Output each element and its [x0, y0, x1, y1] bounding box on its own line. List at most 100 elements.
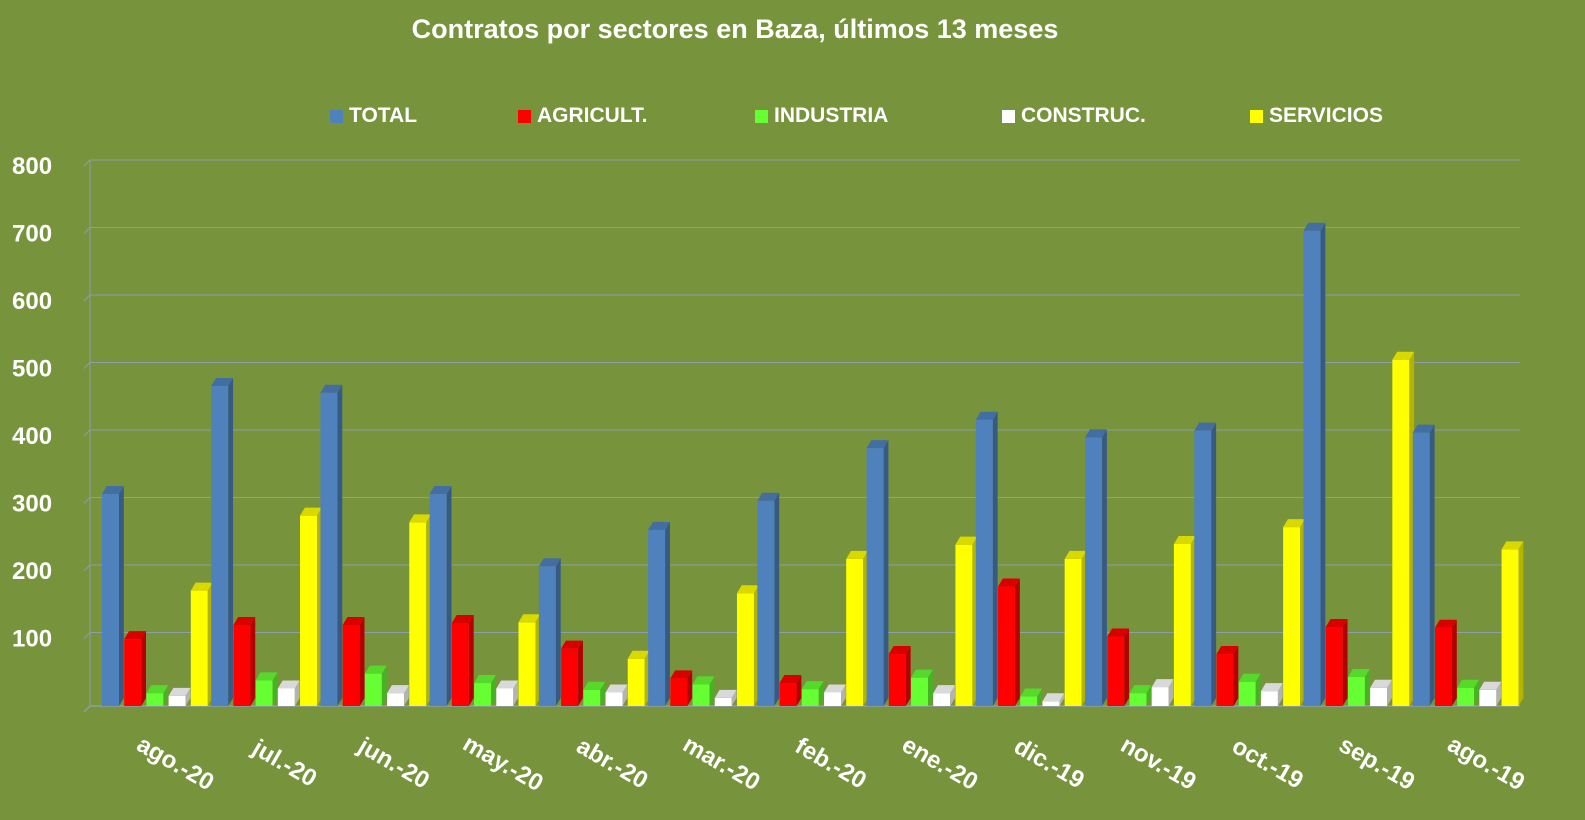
bar-front [1347, 676, 1365, 706]
bar-front [757, 500, 775, 706]
bar-top [1392, 351, 1415, 360]
bar-top [648, 521, 670, 530]
legend-label: TOTAL [349, 104, 418, 127]
bar-industria-nov.-19 [1129, 685, 1152, 706]
bar-side [1387, 679, 1392, 706]
bar-front [1151, 687, 1169, 706]
bar-agricult-jun.-20 [342, 617, 365, 706]
bar-side [1364, 668, 1370, 706]
bar-construc-jun.-20 [387, 685, 409, 706]
bar-top [998, 578, 1020, 587]
gridline-edge [83, 159, 91, 167]
bar-front [1194, 430, 1212, 706]
bar-total-dic.-19 [975, 411, 998, 706]
bar-side [1233, 646, 1239, 706]
bar-servicios-feb.-20 [846, 550, 868, 706]
bar-top [933, 685, 956, 694]
bar-industria-feb.-20 [801, 681, 824, 706]
bar-construc-ago.-20 [168, 687, 191, 706]
bar-front [211, 386, 229, 706]
bar-top [474, 675, 496, 684]
bar-top [1216, 646, 1239, 655]
bar-side [141, 631, 146, 706]
bar-front [300, 515, 318, 706]
bar-front [1129, 693, 1147, 706]
bar-top [1151, 679, 1174, 688]
bar-top [1194, 422, 1217, 431]
y-tick-label: 200 [12, 558, 52, 585]
bar-front [933, 693, 951, 706]
bar-front [1370, 687, 1388, 706]
bar-side [228, 378, 234, 706]
bar-side [163, 685, 169, 706]
bar-total-oct.-19 [1194, 422, 1217, 706]
bar-servicios-abr.-20 [627, 650, 650, 706]
bar-side [1451, 619, 1457, 706]
bar-side [818, 681, 824, 706]
x-tick-label: ene.-20 [897, 731, 982, 796]
bar-side [468, 614, 474, 706]
bar-construc-dic.-19 [1042, 693, 1065, 706]
bar-agricult-ago.-19 [1434, 619, 1457, 706]
bar-top [1107, 628, 1130, 637]
bar-servicios-nov.-19 [1173, 536, 1196, 706]
bar-agricult-nov.-19 [1107, 628, 1130, 706]
bar-front [1173, 544, 1191, 706]
y-tick-label: 400 [12, 423, 52, 450]
bar-front [496, 688, 514, 706]
bar-top [1412, 424, 1435, 433]
bar-side [185, 687, 191, 706]
gridline-edge [83, 294, 91, 302]
floor-edge [83, 705, 91, 713]
bar-industria-mar.-20 [692, 676, 715, 706]
bar-top [955, 536, 978, 545]
bar-side [1255, 673, 1261, 706]
bar-top [409, 514, 432, 523]
bar-side [883, 440, 889, 706]
bar-construc-oct.-19 [1260, 683, 1283, 706]
legend-item: AGRICULT. [518, 104, 647, 128]
bar-side [600, 681, 606, 706]
bar-front [1434, 627, 1452, 706]
bar-top [975, 411, 998, 420]
bar-construc-feb.-20 [823, 684, 846, 706]
x-tick-label: jun.-20 [353, 732, 434, 795]
bar-construc-abr.-20 [605, 684, 628, 706]
legend-swatch [755, 109, 768, 123]
bar-front [538, 566, 556, 706]
bar-total-ago.-19 [1412, 424, 1435, 706]
bar-side [1518, 541, 1524, 706]
bar-servicios-jul.-20 [300, 507, 322, 706]
bar-side [250, 617, 256, 706]
bar-servicios-ene.-20 [955, 536, 978, 706]
bar-front [364, 673, 382, 706]
bar-front [102, 494, 119, 706]
bar-construc-may.-20 [496, 680, 519, 706]
bar-industria-sep.-19 [1347, 668, 1370, 706]
bar-top [1173, 536, 1196, 544]
bar-total-jun.-20 [320, 384, 343, 706]
y-tick-label: 500 [12, 356, 52, 383]
bar-front [1260, 691, 1278, 706]
bar-industria-oct.-19 [1238, 673, 1261, 706]
bar-side [578, 640, 583, 706]
gridline-edge [83, 632, 91, 639]
bar-top [1085, 429, 1107, 438]
bar-agricult-mar.-20 [670, 670, 693, 706]
y-tick-label: 800 [12, 153, 52, 180]
bar-front [692, 684, 710, 706]
bar-construc-mar.-20 [714, 689, 737, 706]
bar-side [1168, 679, 1174, 706]
bar-industria-abr.-20 [583, 681, 606, 706]
bar-side [513, 680, 519, 706]
bar-top [190, 582, 213, 591]
bar-front [736, 593, 754, 706]
bar-front [670, 678, 688, 706]
bar-front [1457, 687, 1475, 706]
bar-agricult-feb.-20 [779, 675, 802, 706]
bar-top [1260, 683, 1283, 692]
bar-front [429, 494, 447, 706]
bar-top [1434, 619, 1457, 628]
bar-top [146, 685, 169, 694]
bar-side [1124, 628, 1130, 706]
